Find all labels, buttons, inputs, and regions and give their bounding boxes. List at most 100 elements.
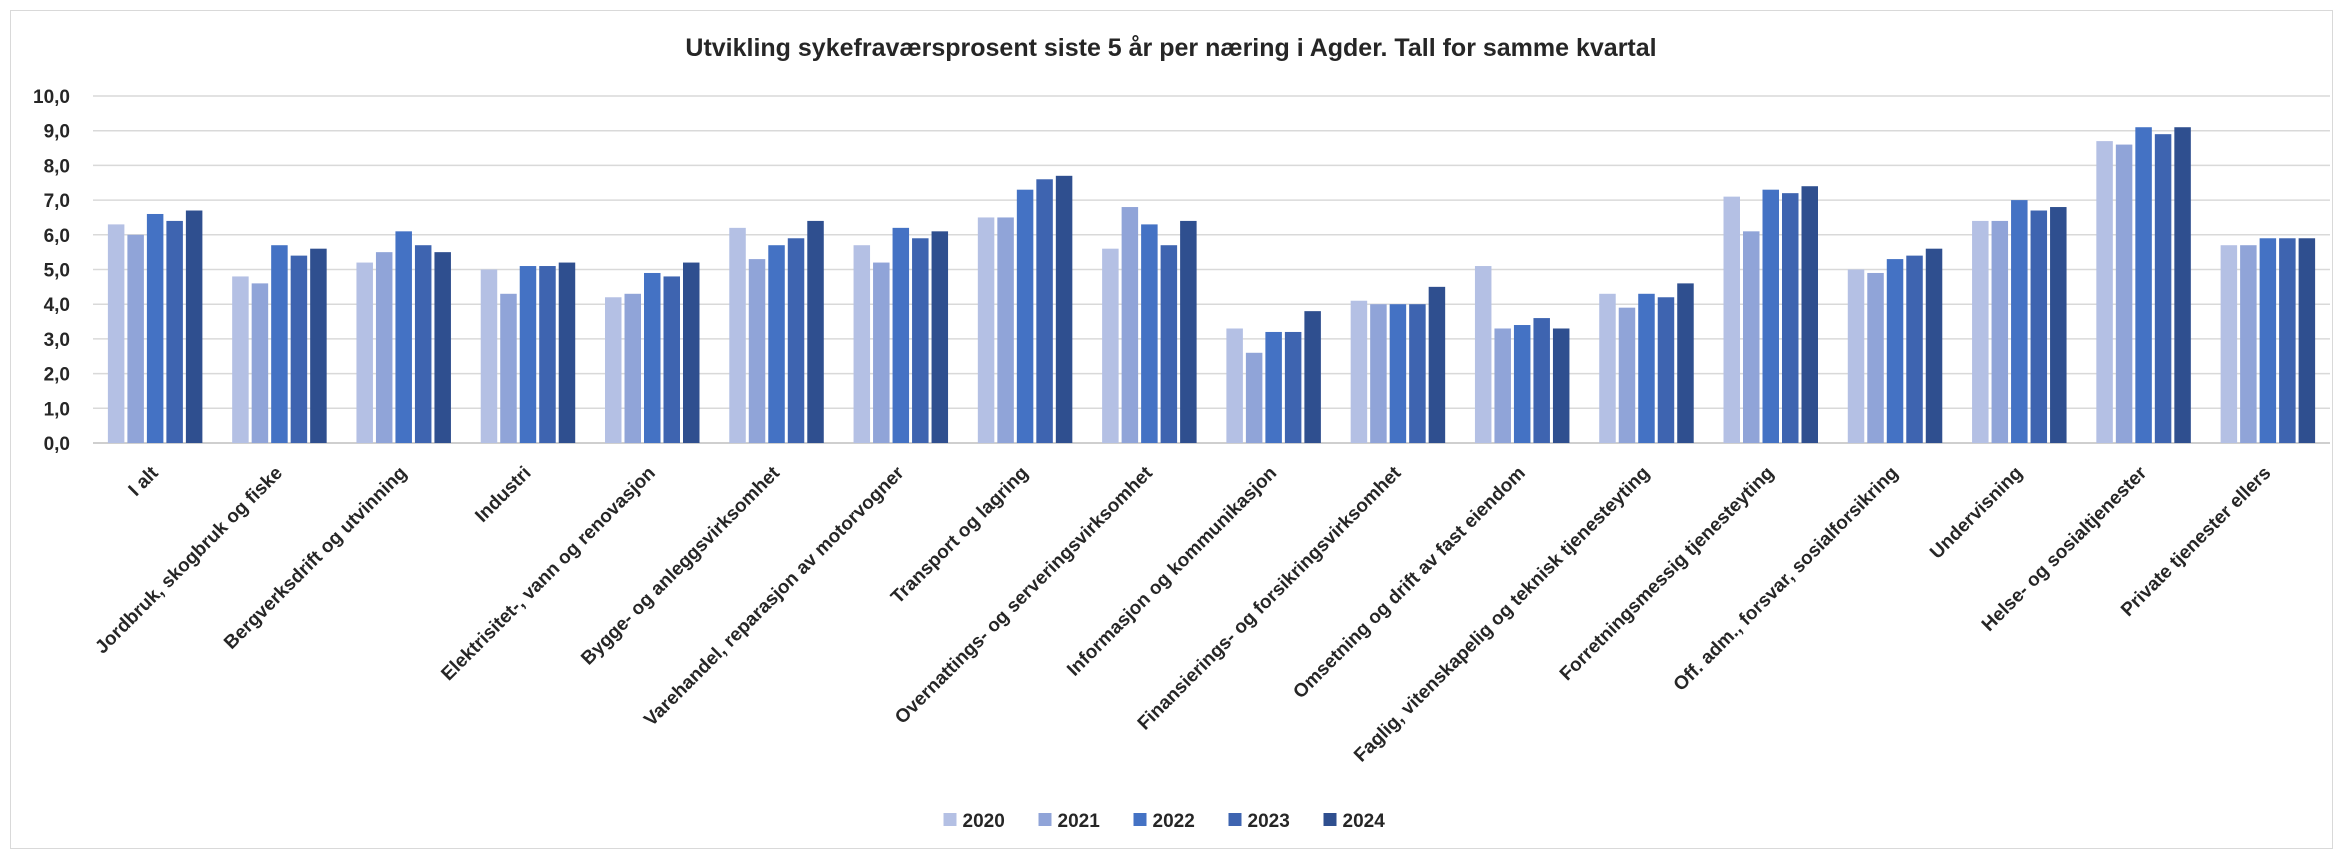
x-tick-label: Bygge- og anleggsvirksomhet <box>577 462 784 669</box>
y-tick-label: 10,0 <box>33 87 70 108</box>
bar-2021-11 <box>1494 328 1511 443</box>
bar-2022-8 <box>1141 224 1158 443</box>
legend-swatch-2023 <box>1228 813 1242 826</box>
bar-2020-0 <box>107 224 125 443</box>
bar-2024-0 <box>185 210 203 443</box>
x-tick-label: Elektrisitet-, vann og renovasjon <box>437 463 659 685</box>
bar-2023-14 <box>1906 255 1923 443</box>
bar-2020-3 <box>480 269 498 443</box>
bar-2021-10 <box>1370 304 1387 443</box>
y-tick-label: 7,0 <box>44 191 70 212</box>
bar-2023-5 <box>787 238 805 443</box>
x-tick-label: Finansierings- og forsikringsvirksomhet <box>1134 462 1406 734</box>
legend-label: 2024 <box>1343 811 1386 832</box>
x-tick-label: Overnattings- og serveringsvirksomhet <box>891 462 1157 728</box>
x-tick-label: Off. adm., forsvar, sosialforsikring <box>1670 463 1903 696</box>
bar-2024-14 <box>1925 248 1943 443</box>
x-tick-label: Undervisning <box>1926 463 2027 564</box>
bar-2024-10 <box>1428 286 1446 443</box>
y-tick-label: 9,0 <box>44 122 70 143</box>
legend-swatch-2022 <box>1133 813 1147 826</box>
bar-2021-1 <box>251 283 269 443</box>
bar-2021-4 <box>624 293 641 443</box>
y-tick-label: 8,0 <box>44 156 70 177</box>
bar-2021-16 <box>2115 144 2133 443</box>
bar-2021-7 <box>997 217 1014 443</box>
y-tick-label: 4,0 <box>44 295 70 316</box>
bar-2022-15 <box>2011 200 2028 443</box>
bar-2022-10 <box>1389 304 1407 443</box>
bar-2020-10 <box>1350 300 1368 443</box>
bar-2021-15 <box>1991 220 2009 443</box>
bar-2024-15 <box>2050 207 2067 443</box>
bar-2024-7 <box>1055 175 1073 443</box>
x-tick-label: Varehandel, reparasjon av motorvogner <box>640 462 908 730</box>
bar-2022-7 <box>1016 189 1034 443</box>
bar-2023-12 <box>1657 297 1675 443</box>
bar-2024-8 <box>1180 220 1197 443</box>
y-tick-label: 0,0 <box>44 434 70 455</box>
bar-2021-13 <box>1743 231 1760 443</box>
chart-title: Utvikling sykefraværsprosent siste 5 år … <box>685 34 1656 62</box>
bar-2022-9 <box>1265 331 1282 443</box>
bar-2022-16 <box>2135 127 2152 443</box>
bar-2024-5 <box>807 220 824 443</box>
bar-2020-7 <box>977 217 995 443</box>
bar-2022-17 <box>2259 238 2277 443</box>
bar-2022-13 <box>1762 189 1779 443</box>
bar-2020-11 <box>1474 266 1492 443</box>
bar-2023-13 <box>1782 193 1799 443</box>
bar-2021-8 <box>1121 207 1139 443</box>
bar-2024-17 <box>2298 238 2316 443</box>
bar-2023-4 <box>663 276 680 443</box>
bar-2021-14 <box>1867 272 1884 443</box>
bar-2024-11 <box>1552 328 1570 443</box>
bar-2021-6 <box>873 262 890 443</box>
bar-2020-6 <box>853 245 871 443</box>
bar-2024-4 <box>683 262 700 443</box>
y-tick-label: 3,0 <box>44 330 70 351</box>
bar-2022-6 <box>892 227 910 443</box>
bar-2024-12 <box>1677 283 1694 443</box>
bar-2021-17 <box>2240 245 2257 443</box>
bar-2021-3 <box>500 293 517 443</box>
bar-2020-9 <box>1226 328 1243 443</box>
bar-2023-7 <box>1036 179 1053 443</box>
bar-2022-12 <box>1638 293 1655 443</box>
bar-2020-5 <box>729 227 746 443</box>
bar-2020-15 <box>1972 220 1989 443</box>
legend-swatch-2024 <box>1323 813 1337 826</box>
bar-2024-13 <box>1801 186 1818 443</box>
bar-2024-2 <box>434 252 451 443</box>
bar-2020-8 <box>1102 248 1119 443</box>
legend-label: 2020 <box>963 811 1005 832</box>
bar-2022-11 <box>1513 325 1531 443</box>
bar-2023-17 <box>2279 238 2296 443</box>
bar-2022-1 <box>271 245 288 443</box>
x-tick-label: Omsetning og drift av fast eiendom <box>1289 463 1529 703</box>
legend-label: 2023 <box>1248 811 1290 832</box>
bar-2023-11 <box>1533 318 1550 443</box>
bar-2023-10 <box>1409 304 1426 443</box>
bar-2024-3 <box>558 262 576 443</box>
bar-2022-0 <box>146 213 164 443</box>
bar-2024-9 <box>1304 311 1321 443</box>
y-axis: 0,0 1,0 2,0 3,0 4,0 5,0 6,0 7,0 8,0 9,0 10,0 <box>33 87 70 455</box>
bar-2020-17 <box>2220 245 2238 443</box>
legend-swatch-2021 <box>1038 813 1052 826</box>
bar-2021-0 <box>127 234 144 443</box>
bar-2023-1 <box>290 255 308 443</box>
bar-2023-15 <box>2030 210 2048 443</box>
bars <box>107 127 2316 444</box>
bar-2023-8 <box>1160 245 1178 443</box>
x-tick-label: Faglig, vitenskapelig og teknisk tjenest… <box>1350 463 1654 767</box>
bar-2020-1 <box>232 276 249 443</box>
bar-2020-4 <box>605 297 622 443</box>
bar-2023-3 <box>539 266 556 443</box>
bar-2020-14 <box>1847 269 1865 443</box>
bar-2024-6 <box>931 231 949 443</box>
y-tick-label: 1,0 <box>44 399 70 420</box>
x-tick-label: Transport og lagring <box>887 463 1032 608</box>
